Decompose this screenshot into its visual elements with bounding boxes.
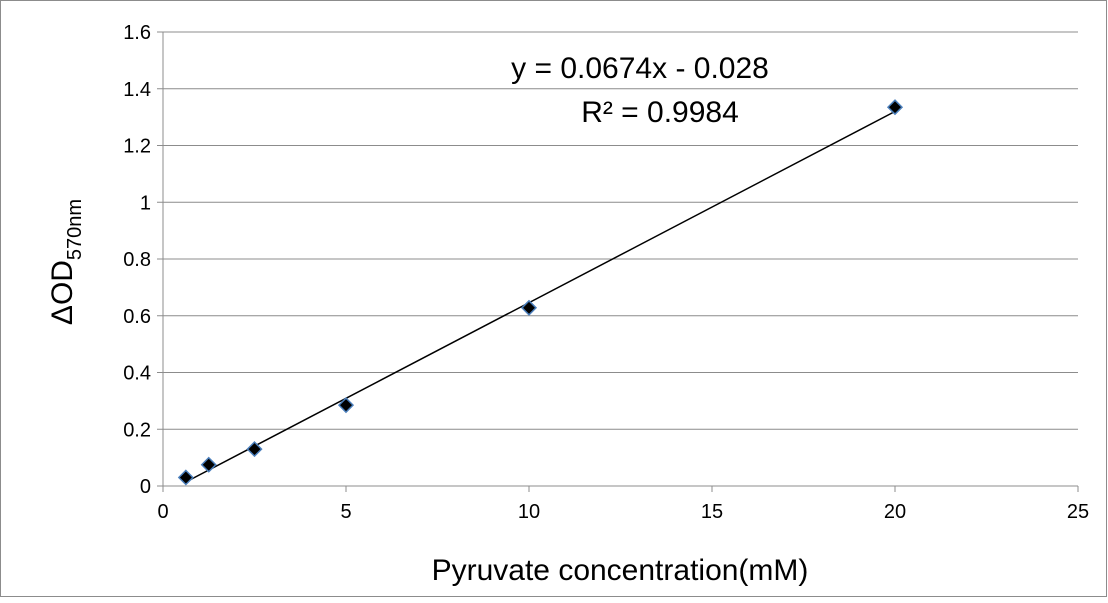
y-axis-label-main: ΔOD: [46, 260, 79, 325]
x-tick-label: 5: [340, 501, 351, 523]
data-point: [337, 397, 355, 414]
grid-lines: [163, 31, 1078, 430]
x-tick-label: 10: [518, 501, 540, 523]
y-tick-label: 1.6: [123, 22, 151, 44]
y-tick-label: 0.4: [123, 363, 151, 385]
trendline-r2: R² = 0.9984: [581, 96, 739, 129]
y-axis-label-group: ΔOD570nm: [46, 199, 86, 325]
data-point: [246, 441, 263, 458]
x-tick-labels: 0 5 10 15 20 25: [157, 501, 1089, 523]
data-point: [886, 99, 904, 116]
axes: [157, 31, 1079, 492]
trendline: [185, 110, 896, 483]
y-tick-label: 0.6: [123, 306, 151, 328]
x-tick-label: 0: [157, 501, 168, 523]
data-point: [520, 299, 538, 316]
y-tick-label: 1.2: [123, 136, 151, 158]
x-axis-label: Pyruvate concentration(mM): [432, 554, 809, 587]
y-axis-label: ΔOD570nm: [46, 199, 86, 325]
y-tick-label: 0: [140, 476, 151, 498]
y-axis-label-sub: 570nm: [64, 199, 86, 260]
x-tick-label: 20: [884, 501, 906, 523]
y-tick-label: 1: [140, 192, 151, 214]
x-tick-label: 25: [1067, 501, 1089, 523]
y-tick-label: 0.2: [123, 419, 151, 441]
data-point: [177, 469, 194, 486]
trendline-equation: y = 0.0674x - 0.028: [511, 52, 769, 85]
x-tick-label: 15: [701, 501, 723, 523]
y-tick-label: 1.4: [123, 79, 151, 101]
data-point: [200, 456, 217, 473]
data-points: [177, 99, 904, 486]
y-tick-labels: 0 0.2 0.4 0.6 0.8 1 1.2 1.4 1.6: [123, 22, 151, 498]
y-tick-label: 0.8: [123, 249, 151, 271]
